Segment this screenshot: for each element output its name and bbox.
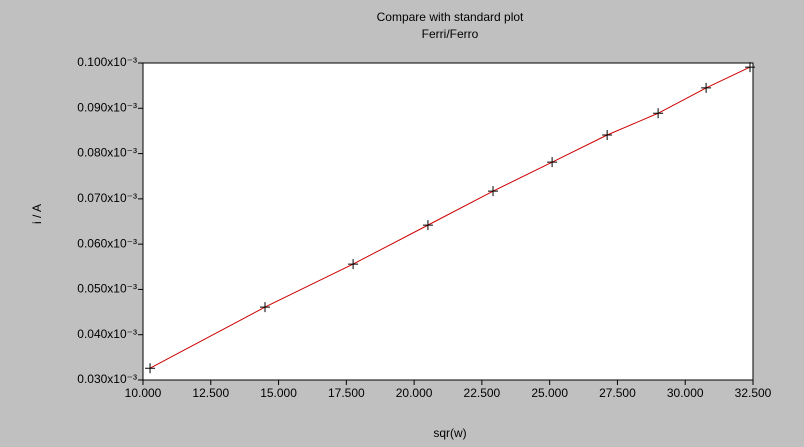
y-tick-label: 0.080x10⁻³ [77,146,137,160]
x-tick-label: 15.000 [260,386,297,400]
x-tick-label: 10.000 [125,386,162,400]
x-tick-label: 12.500 [192,386,229,400]
y-tick-label: 0.090x10⁻³ [77,100,137,114]
point [701,82,712,93]
point [745,62,756,73]
x-tick-label: 20.000 [396,386,433,400]
y-tick-label: 0.070x10⁻³ [77,191,137,205]
y-tick-label: 0.030x10⁻³ [77,372,137,386]
y-tick-label: 0.060x10⁻³ [77,236,137,250]
point [653,108,664,119]
y-tick-label: 0.050x10⁻³ [77,282,137,296]
x-tick-label: 17.500 [328,386,365,400]
point [602,130,613,141]
chart-title: Compare with standard plot [377,10,524,24]
plot-area [142,62,754,381]
point [422,220,433,231]
x-tick-label: 25.000 [531,386,568,400]
x-tick-label: 32.500 [735,386,772,400]
point [348,259,359,270]
point [145,363,156,374]
chart-subtitle: Ferri/Ferro [422,27,479,41]
fit-line [149,66,751,369]
y-tick-label: 0.100x10⁻³ [77,55,137,69]
point [488,186,499,197]
x-tick-label: 27.500 [599,386,636,400]
point [547,157,558,168]
point [260,302,270,313]
y-axis-label: i / A [30,204,44,224]
x-axis-label: sqr(w) [433,426,466,440]
y-tick-label: 0.040x10⁻³ [77,327,137,341]
x-tick-label: 22.500 [464,386,501,400]
x-tick-label: 30.000 [667,386,704,400]
